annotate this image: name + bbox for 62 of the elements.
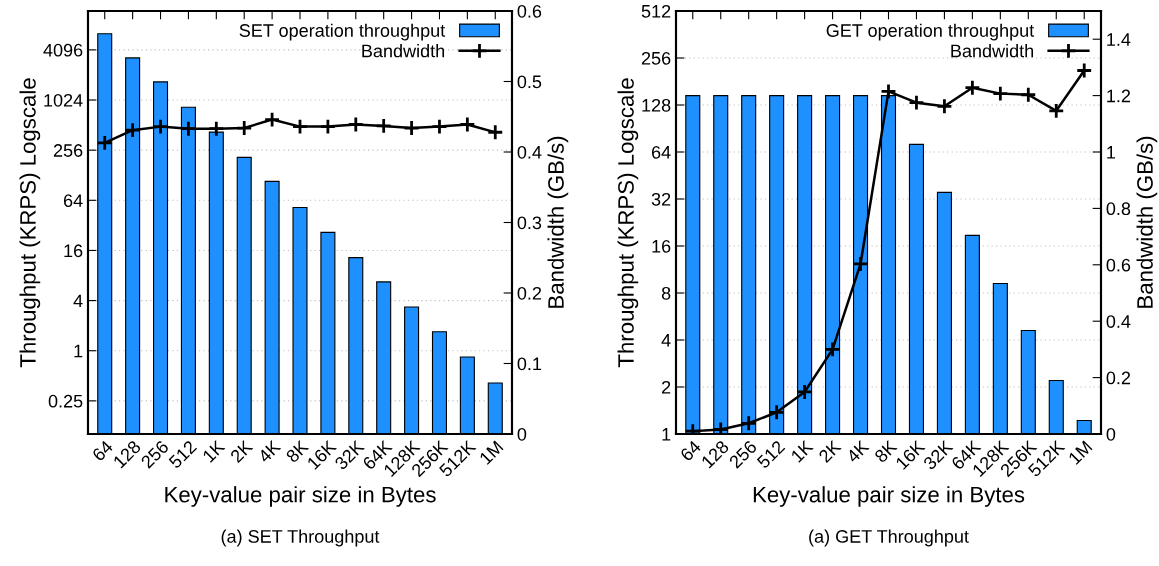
x-tick-label: 512 [756,439,786,470]
y-axis-title: Throughput (KRPS) Logscale [617,78,639,368]
y2-tick-label: 0 [517,427,527,441]
y-tick-label: 256 [641,51,671,65]
y-tick-label: 512 [641,4,671,18]
y-tick-label: 8 [661,286,671,300]
x-tick-label: 1K [790,439,814,463]
legend-label: Bandwidth [951,44,1034,58]
y2-tick-label: 0.5 [517,75,542,89]
y-axis-title: Throughput (KRPS) Logscale [19,78,41,368]
text: (a) GET Throughput [809,529,969,547]
y-tick-label: 64 [63,194,83,208]
y2-tick-label: 0.2 [1106,371,1131,385]
y2-tick-label: 1.2 [1107,89,1131,103]
y-tick-label: 0.25 [48,394,83,408]
y-tick-label: 16 [652,239,671,253]
legend-label: SET operation throughput [239,23,446,41]
x-tick-label: 2K [817,439,842,464]
y-tick-label: 4 [73,294,83,308]
y-tick-label: 1 [74,344,83,358]
x-tick-label: 512 [167,439,198,470]
y2-tick-label: 0.1 [517,357,542,371]
y2-tick-label: 0.3 [517,216,542,230]
y2-tick-label: 0.6 [517,4,542,18]
legend-label: Bandwidth [362,44,445,58]
y-tick-label: 32 [651,192,671,206]
y2-tick-label: 1 [1107,146,1116,159]
y2-tick-label: 0.2 [517,286,542,300]
y-tick-label: 1 [662,428,671,441]
x-tick-label: 1M [478,440,504,465]
x-tick-label: 128 [700,439,730,469]
x-axis-title: Key-value pair size in Bytes [753,486,1025,507]
x-tick-label: 1M [1067,440,1093,465]
x-tick-label: 64 [91,439,114,462]
x-tick-label: 128 [112,439,142,469]
y2-axis-title: Bandwidth (GB/s) [1136,136,1158,308]
y2-tick-label: 0.4 [517,145,542,159]
y2-tick-label: 0.8 [1106,202,1131,216]
x-tick-label: 64 [679,439,702,462]
y-tick-label: 64 [651,145,671,159]
x-tick-label: 1K [202,439,226,463]
y-tick-label: 4 [661,334,671,347]
x-tick-label: 256 [140,439,170,469]
x-tick-label: 256 [728,439,758,469]
text: (a) SET Throughput [221,529,380,547]
y2-axis-title: Bandwidth (GB/s) [547,136,569,308]
x-tick-label: 2K [229,439,254,464]
x-tick-label: 4K [257,439,282,464]
x-axis-title: Key-value pair size in Bytes [165,486,436,507]
y2-tick-label: 0 [1106,427,1116,441]
x-tick-label: 8K [873,439,898,464]
legend-label: GET operation throughput [826,23,1035,41]
y2-tick-label: 0.6 [1106,258,1131,272]
y-tick-label: 256 [53,144,83,157]
y2-tick-label: 0.4 [1106,315,1131,328]
y-tick-label: 128 [642,98,671,112]
y-tick-label: 16 [64,244,83,258]
x-tick-label: 4K [845,439,870,464]
y-tick-label: 2 [662,380,671,394]
y-tick-label: 4096 [43,43,83,57]
y2-tick-label: 1.4 [1107,33,1131,46]
y-tick-label: 1024 [44,93,83,107]
